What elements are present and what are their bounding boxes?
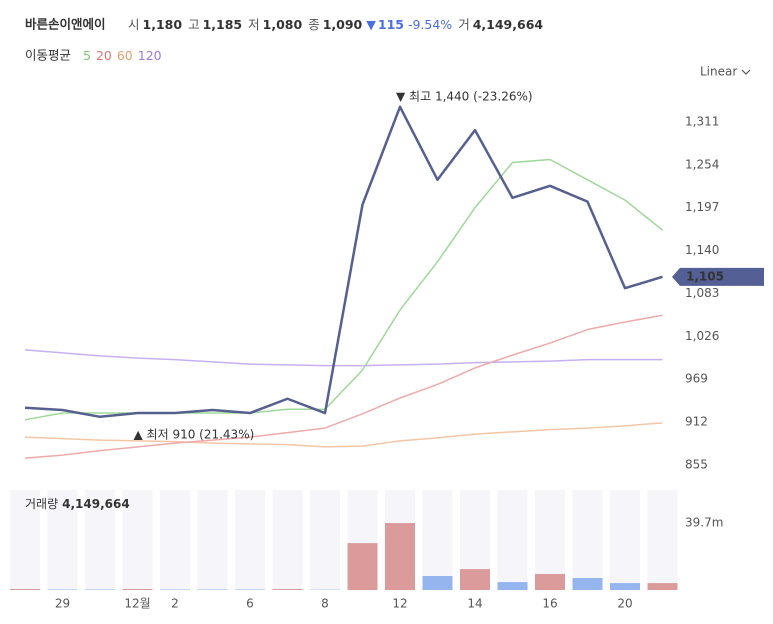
x-tick-label: 8 bbox=[321, 597, 329, 611]
volume-header-value: 4,149,664 bbox=[473, 17, 544, 32]
volume-bar bbox=[85, 589, 115, 590]
volume-bar bbox=[197, 589, 228, 590]
volume-bar bbox=[235, 589, 265, 590]
ma-line bbox=[24, 314, 663, 459]
ma-line bbox=[24, 158, 663, 421]
volume-bg bbox=[197, 490, 228, 590]
stock-name: 바른손이앤에이 bbox=[25, 17, 106, 32]
x-tick-label: 12월 bbox=[124, 597, 150, 611]
volume-bar bbox=[385, 523, 415, 590]
volume-bg bbox=[85, 490, 115, 590]
volume-bg bbox=[160, 490, 190, 590]
volume-bg bbox=[422, 490, 453, 590]
annotation: ▼ 최고 1,440 (-23.26%) bbox=[396, 89, 533, 103]
volume-bg bbox=[47, 490, 78, 590]
ma-legend-item: 120 bbox=[138, 48, 162, 63]
volume-bar bbox=[10, 588, 40, 590]
y-tick-label: 1,140 bbox=[685, 243, 719, 257]
ma-legend-item: 60 bbox=[117, 48, 133, 63]
volume-bg bbox=[310, 490, 340, 590]
volume-bg bbox=[272, 490, 303, 590]
stat-value: 1,185 bbox=[203, 17, 243, 32]
volume-bar bbox=[272, 588, 303, 590]
change-value: 115 bbox=[378, 17, 404, 32]
header-stats: 시 1,180 고 1,185 저 1,080 종 1,090 ▼ 115 -9.54% 거 4,149… bbox=[128, 17, 543, 32]
volume-bg bbox=[572, 490, 603, 590]
y-tick-label: 969 bbox=[685, 372, 708, 386]
y-tick-label: 855 bbox=[685, 457, 708, 471]
volume-bar bbox=[347, 543, 378, 590]
volume-label-text: 거래량 bbox=[25, 497, 58, 511]
volume-bar bbox=[47, 589, 78, 590]
ma-legend: 5 20 60 120 bbox=[83, 48, 162, 63]
x-tick-label: 2 bbox=[171, 597, 179, 611]
volume-bar bbox=[122, 588, 153, 590]
y-tick-label: 1,311 bbox=[685, 114, 719, 128]
price-tag bbox=[672, 267, 764, 286]
x-tick-label: 14 bbox=[467, 597, 482, 611]
volume-bar bbox=[572, 578, 603, 590]
ma-legend-item: 5 bbox=[83, 48, 91, 63]
ma-line bbox=[24, 349, 663, 367]
ma-legend-item: 20 bbox=[96, 48, 112, 63]
stat-label: 시 bbox=[128, 17, 140, 32]
x-tick-label: 16 bbox=[542, 597, 557, 611]
stat-value: 1,090 bbox=[323, 17, 363, 32]
volume-label: 거래량 4,149,664 bbox=[25, 497, 130, 511]
price-tag-label: 1,105 bbox=[686, 269, 724, 283]
stat-label: 종 bbox=[308, 17, 320, 32]
volume-bar bbox=[610, 583, 640, 590]
volume-bg bbox=[610, 490, 640, 590]
price-line bbox=[24, 105, 663, 419]
x-tick-label: 29 bbox=[55, 597, 70, 611]
volume-bg bbox=[122, 490, 153, 590]
x-tick-label: 20 bbox=[617, 597, 632, 611]
volume-bar bbox=[647, 583, 678, 590]
y-tick-label: 1,197 bbox=[685, 200, 719, 214]
ma-line bbox=[24, 422, 663, 448]
volume-label-value: 4,149,664 bbox=[62, 497, 130, 511]
annotation: ▲ 최저 910 (21.43%) bbox=[134, 428, 255, 442]
x-tick-label: 12 bbox=[392, 597, 407, 611]
change-percent: -9.54% bbox=[408, 17, 452, 32]
x-tick-label: 6 bbox=[246, 597, 254, 611]
y-tick-label: 1,083 bbox=[685, 286, 719, 300]
ma-legend-title: 이동평균 bbox=[25, 48, 71, 63]
stat-label: 저 bbox=[248, 17, 260, 32]
volume-bg bbox=[235, 490, 265, 590]
volume-bar bbox=[422, 576, 453, 590]
y-tick-label: 1,254 bbox=[685, 157, 719, 171]
scale-mode[interactable]: Linear bbox=[700, 65, 737, 79]
stat-label: 고 bbox=[188, 17, 200, 32]
volume-bar bbox=[535, 573, 565, 590]
volume-header-label: 거 bbox=[458, 17, 470, 32]
volume-tick-label: 39.7m bbox=[685, 516, 723, 530]
change-arrow: ▼ bbox=[366, 17, 376, 32]
volume-bg bbox=[647, 490, 678, 590]
stat-value: 1,080 bbox=[263, 17, 303, 32]
volume-bar bbox=[460, 569, 490, 590]
volume-bg bbox=[10, 490, 40, 590]
volume-bar bbox=[160, 589, 190, 590]
stat-value: 1,180 bbox=[143, 17, 183, 32]
volume-bar bbox=[497, 582, 528, 590]
volume-bg bbox=[497, 490, 528, 590]
y-tick-label: 1,026 bbox=[685, 329, 719, 343]
volume-bg bbox=[535, 490, 565, 590]
y-tick-label: 912 bbox=[685, 415, 708, 429]
dropdown-icon[interactable] bbox=[741, 69, 751, 75]
